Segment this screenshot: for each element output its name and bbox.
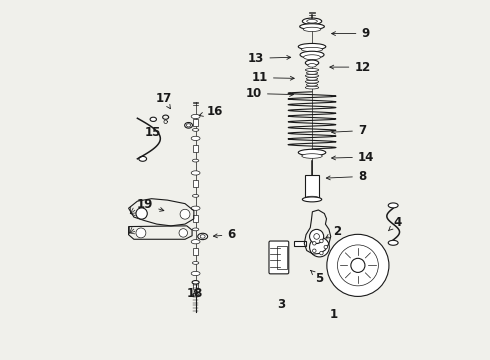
Ellipse shape xyxy=(200,235,205,238)
Ellipse shape xyxy=(193,228,199,231)
Bar xyxy=(193,282,198,289)
Bar xyxy=(193,119,198,126)
Text: 16: 16 xyxy=(199,105,222,118)
Text: 13: 13 xyxy=(248,52,291,65)
Ellipse shape xyxy=(302,18,322,24)
Ellipse shape xyxy=(304,55,320,60)
Ellipse shape xyxy=(193,129,199,131)
Ellipse shape xyxy=(308,64,316,67)
Circle shape xyxy=(351,258,365,273)
Ellipse shape xyxy=(300,24,324,30)
Circle shape xyxy=(319,239,323,243)
Ellipse shape xyxy=(191,206,200,210)
Text: 8: 8 xyxy=(326,170,366,183)
Ellipse shape xyxy=(191,136,200,140)
Text: 15: 15 xyxy=(145,126,161,139)
Circle shape xyxy=(310,229,324,243)
Ellipse shape xyxy=(307,19,318,23)
Ellipse shape xyxy=(192,280,199,284)
Ellipse shape xyxy=(186,124,191,127)
Text: 4: 4 xyxy=(389,216,401,231)
Ellipse shape xyxy=(191,271,200,276)
Ellipse shape xyxy=(193,159,199,162)
Ellipse shape xyxy=(305,68,318,71)
Text: 1: 1 xyxy=(330,308,338,321)
Circle shape xyxy=(313,249,316,252)
Bar xyxy=(277,246,287,269)
Ellipse shape xyxy=(193,194,199,197)
Ellipse shape xyxy=(305,60,318,66)
Ellipse shape xyxy=(139,156,147,161)
Circle shape xyxy=(319,251,323,255)
Circle shape xyxy=(136,208,147,219)
Text: 7: 7 xyxy=(332,124,366,137)
Circle shape xyxy=(314,234,319,239)
Circle shape xyxy=(324,245,327,249)
Ellipse shape xyxy=(302,197,322,202)
Circle shape xyxy=(313,242,316,245)
Ellipse shape xyxy=(306,71,318,74)
Bar xyxy=(193,248,198,255)
Circle shape xyxy=(327,234,389,296)
Ellipse shape xyxy=(305,86,318,89)
Text: 2: 2 xyxy=(326,225,342,238)
Text: 19: 19 xyxy=(137,198,164,211)
Bar xyxy=(193,180,198,187)
Ellipse shape xyxy=(305,196,319,201)
Circle shape xyxy=(310,237,329,257)
Circle shape xyxy=(136,228,146,238)
Ellipse shape xyxy=(388,203,398,208)
Circle shape xyxy=(338,245,378,286)
Text: 14: 14 xyxy=(332,150,374,163)
Bar xyxy=(305,175,319,198)
Text: 18: 18 xyxy=(187,287,203,300)
Text: 9: 9 xyxy=(332,27,369,40)
Ellipse shape xyxy=(150,117,156,121)
Ellipse shape xyxy=(301,48,322,51)
Ellipse shape xyxy=(305,80,318,83)
Text: 6: 6 xyxy=(214,228,236,241)
FancyBboxPatch shape xyxy=(269,241,289,274)
Ellipse shape xyxy=(306,83,318,86)
Ellipse shape xyxy=(193,293,199,296)
Bar xyxy=(294,241,306,246)
Circle shape xyxy=(179,229,188,237)
Circle shape xyxy=(180,209,190,219)
Ellipse shape xyxy=(298,44,326,50)
Ellipse shape xyxy=(300,51,324,58)
Ellipse shape xyxy=(191,240,200,244)
Ellipse shape xyxy=(198,233,208,240)
Text: 3: 3 xyxy=(277,298,285,311)
Text: 5: 5 xyxy=(311,270,324,285)
Ellipse shape xyxy=(305,75,318,77)
Ellipse shape xyxy=(191,114,200,118)
Bar xyxy=(193,145,198,152)
Bar xyxy=(193,215,198,222)
Ellipse shape xyxy=(302,154,322,158)
Text: 10: 10 xyxy=(245,87,294,100)
Ellipse shape xyxy=(191,171,200,175)
Ellipse shape xyxy=(388,240,398,245)
Text: 12: 12 xyxy=(330,60,370,73)
Ellipse shape xyxy=(306,77,318,80)
Ellipse shape xyxy=(303,27,321,31)
Ellipse shape xyxy=(193,261,199,264)
Text: 11: 11 xyxy=(252,71,294,84)
Text: 17: 17 xyxy=(156,93,172,109)
Ellipse shape xyxy=(185,122,193,128)
Ellipse shape xyxy=(298,149,326,156)
